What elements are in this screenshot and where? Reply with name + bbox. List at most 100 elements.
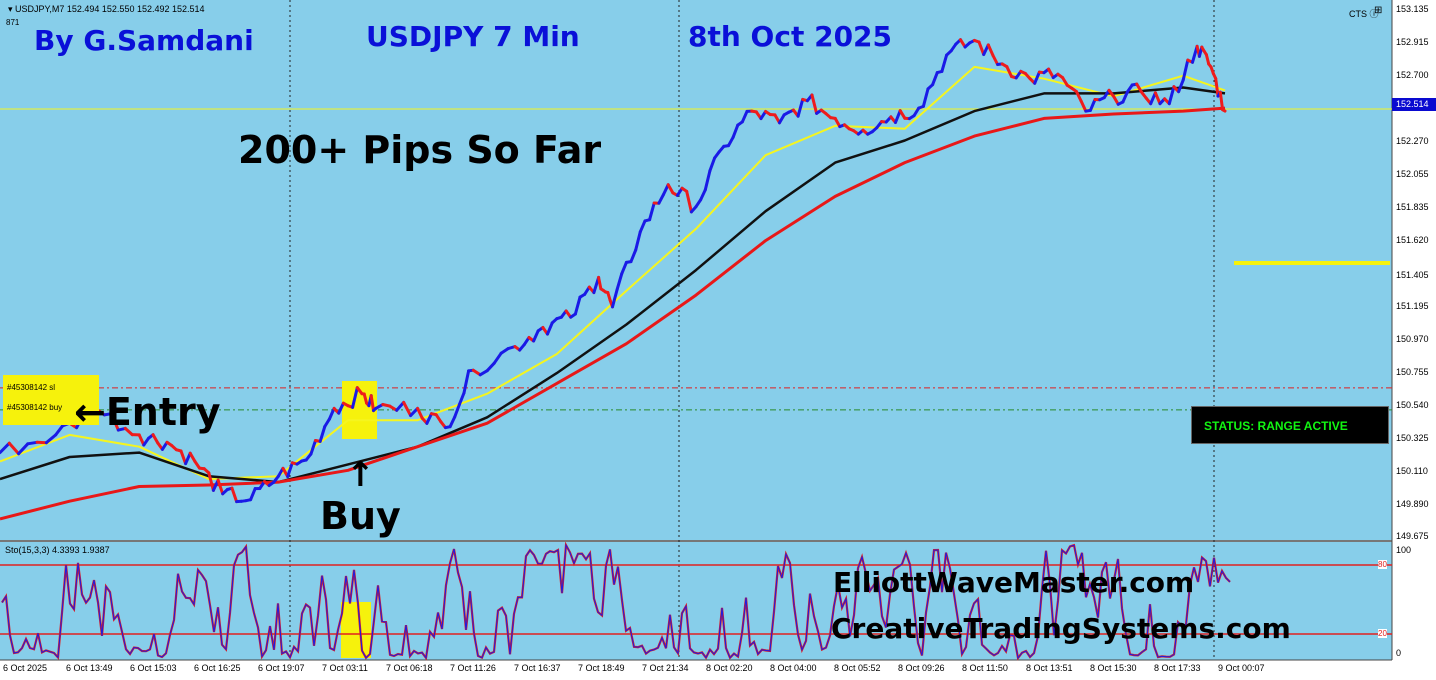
time-label: 8 Oct 11:50 xyxy=(962,663,1008,673)
time-label: 6 Oct 2025 xyxy=(3,663,48,673)
price-segment xyxy=(109,412,120,432)
price-segment xyxy=(666,183,675,195)
target-line xyxy=(1234,261,1390,265)
price-segment xyxy=(207,471,215,492)
price-segment xyxy=(1135,82,1143,94)
price-label: 151.405 xyxy=(1396,270,1429,280)
time-label: 7 Oct 06:18 xyxy=(386,663,433,673)
highlight-boxes xyxy=(341,261,1390,658)
price-segment xyxy=(1221,108,1227,113)
time-label: 7 Oct 03:11 xyxy=(322,663,368,673)
watermark-elliottwavemaster: ElliottWaveMaster.com xyxy=(833,566,1195,599)
price-segment xyxy=(796,97,805,118)
price-segment xyxy=(17,442,30,456)
instrument-label: USDJPY 7 Min xyxy=(366,20,580,53)
time-label: 8 Oct 02:20 xyxy=(706,663,753,673)
price-segment xyxy=(151,433,160,445)
entry-label: ←Entry xyxy=(74,390,221,434)
price-segment xyxy=(1047,67,1055,80)
fast-ma-line xyxy=(0,65,1226,481)
price-segment xyxy=(1075,90,1083,103)
price-segment xyxy=(638,219,647,234)
price-label: 152.270 xyxy=(1396,136,1429,146)
price-segment xyxy=(7,441,21,456)
time-label: 8 Oct 15:30 xyxy=(1090,663,1137,673)
price-segment xyxy=(1167,85,1176,106)
price-label: 151.835 xyxy=(1396,202,1429,212)
order-levels xyxy=(0,108,1392,411)
current-price-badge xyxy=(1392,98,1436,111)
price-segment xyxy=(492,351,503,365)
price-segment xyxy=(1088,98,1097,112)
price-segment xyxy=(184,451,192,466)
cts-indicator[interactable]: CTS ⓘ xyxy=(1349,9,1379,19)
price-segment xyxy=(230,486,239,504)
time-label: 6 Oct 19:07 xyxy=(258,663,305,673)
price-segment xyxy=(657,193,665,205)
level-20-label: 20 xyxy=(1378,629,1387,638)
price-segment xyxy=(986,43,995,57)
price-segment xyxy=(1204,53,1211,66)
price-segment xyxy=(708,156,717,173)
price-segment xyxy=(1214,77,1220,98)
oscillator-axis-label: 0 xyxy=(1396,648,1402,658)
price-segment xyxy=(634,230,642,252)
price-segment xyxy=(731,123,740,139)
price-segment xyxy=(351,386,359,409)
price-label: 152.055 xyxy=(1396,169,1429,179)
symbol-info-text: USDJPY,M7 152.494 152.550 152.492 152.51… xyxy=(15,4,205,14)
price-segment xyxy=(309,439,317,456)
triangle-icon: ▾ xyxy=(8,4,16,14)
price-segment xyxy=(573,295,582,316)
price-label: 150.755 xyxy=(1396,367,1429,377)
buy-label: Buy xyxy=(320,494,401,538)
stochastic-label: Sto(15,3,3) 4.3393 1.9387 xyxy=(5,545,110,555)
order-sl-label: #45308142 sl xyxy=(7,383,56,392)
price-label: 153.135 xyxy=(1396,4,1429,14)
time-label: 6 Oct 13:49 xyxy=(66,663,113,673)
price-segment xyxy=(931,71,939,87)
slow-ma-line xyxy=(0,106,1226,521)
price-segment xyxy=(26,440,39,446)
time-label: 9 Oct 00:07 xyxy=(1218,663,1265,673)
level-80-label: 80 xyxy=(1378,560,1387,569)
price-segment xyxy=(1005,65,1013,78)
price-segment xyxy=(629,248,638,264)
price-segment xyxy=(402,400,413,418)
price-segment xyxy=(940,53,949,73)
price-segment xyxy=(546,321,554,336)
watermark-creativetradingsystems: CreativeTradingSystems.com xyxy=(831,612,1291,645)
time-label: 8 Oct 13:51 xyxy=(1026,663,1073,673)
symbol-info: ▾ USDJPY,M7 152.494 152.550 152.492 152.… xyxy=(8,4,205,15)
time-axis-bg xyxy=(0,660,1392,680)
price-label: 150.970 xyxy=(1396,334,1429,344)
oscillator-highlight-box xyxy=(341,602,371,658)
time-label: 8 Oct 05:52 xyxy=(834,663,881,673)
order-label-box xyxy=(3,375,99,425)
price-segment xyxy=(1079,99,1088,113)
headline-label: 200+ Pips So Far xyxy=(238,128,602,172)
price-segment xyxy=(810,93,819,115)
price-label: 149.675 xyxy=(1396,531,1429,541)
expand-icon[interactable]: ⊞ xyxy=(1374,5,1383,16)
price-segment xyxy=(740,109,749,124)
price-segment xyxy=(620,260,628,276)
price-segment xyxy=(337,401,345,415)
status-text: STATUS: RANGE ACTIVE xyxy=(1204,419,1348,433)
price-segment xyxy=(448,415,457,429)
price-segment xyxy=(1153,91,1162,106)
time-label: 7 Oct 11:26 xyxy=(450,663,496,673)
price-segment xyxy=(597,275,603,291)
price-segment xyxy=(699,188,707,202)
price-segment xyxy=(648,201,656,222)
price-segment xyxy=(977,40,986,56)
price-segment xyxy=(703,169,712,192)
current-price-text: 152.514 xyxy=(1396,99,1429,109)
price-segment xyxy=(1112,94,1120,106)
author-label: By G.Samdani xyxy=(34,24,254,57)
price-segment xyxy=(485,361,496,373)
date-label: 8th Oct 2025 xyxy=(688,20,893,53)
price-label: 149.890 xyxy=(1396,499,1429,509)
price-segment xyxy=(54,424,65,437)
